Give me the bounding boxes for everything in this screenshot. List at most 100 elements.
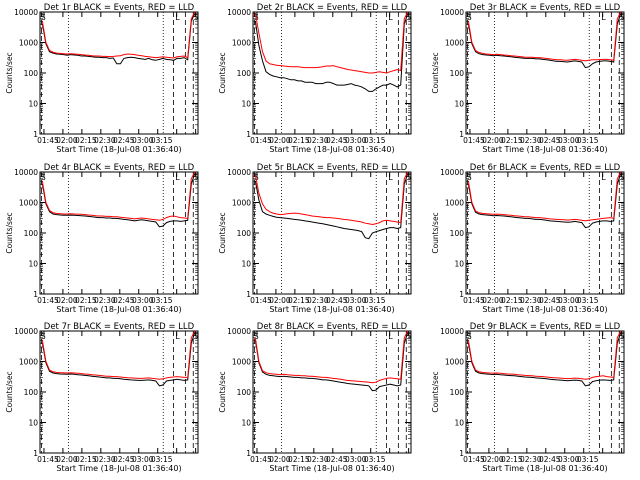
plot-frame <box>465 11 625 135</box>
x-tick-label: 03:15 <box>364 455 386 464</box>
y-tick-label: 10000 <box>440 327 464 336</box>
panel-title: Det 4r BLACK = Events, RED = LLD <box>44 163 195 173</box>
panel-8: Det 8r BLACK = Events, RED = LLD 1 10 100 10… <box>218 322 412 473</box>
y-tick-label: 1 <box>246 130 251 139</box>
series-events <box>254 13 409 92</box>
x-tick-label: 03:00 <box>558 296 580 305</box>
series-events <box>41 173 196 228</box>
y-tick-label: 100 <box>24 229 39 238</box>
marker-S: S <box>619 13 624 22</box>
x-tick-label: 03:15 <box>364 296 386 305</box>
y-axis-label: Counts/sec <box>5 212 14 253</box>
marker-L: L <box>388 13 393 22</box>
x-tick-label: 02:30 <box>520 296 542 305</box>
x-tick-label: 03:15 <box>151 136 173 145</box>
marker-L: L <box>601 173 606 182</box>
x-tick-label: 01:45 <box>463 296 485 305</box>
panel-title: Det 3r BLACK = Events, RED = LLD <box>470 3 621 13</box>
y-tick-label: 10 <box>28 419 38 428</box>
y-tick-label: 10000 <box>227 8 251 17</box>
marker-S-left: S <box>254 332 259 341</box>
x-tick-label: 03:00 <box>558 136 580 145</box>
y-tick-label: 1 <box>459 290 464 299</box>
x-tick-label: 02:15 <box>288 455 310 464</box>
y-axis-label: Counts/sec <box>5 371 14 412</box>
x-tick-label: 02:30 <box>307 136 329 145</box>
plot-frame <box>465 330 625 454</box>
series-events <box>254 332 409 392</box>
x-tick-label: 02:45 <box>539 136 561 145</box>
y-tick-label: 10 <box>28 260 38 269</box>
y-tick-label: 10 <box>241 419 251 428</box>
marker-S: S <box>193 173 198 182</box>
marker-S-left: S <box>41 173 46 182</box>
x-tick-label: 03:00 <box>345 455 367 464</box>
panel-title: Det 5r BLACK = Events, RED = LLD <box>257 163 408 173</box>
y-tick-label: 10000 <box>14 8 38 17</box>
series-lld <box>467 171 622 222</box>
y-tick-label: 10 <box>241 260 251 269</box>
x-tick-label: 02:00 <box>269 296 291 305</box>
marker-L: L <box>388 173 393 182</box>
x-tick-label: 02:15 <box>501 136 523 145</box>
y-tick-label: 1 <box>33 130 38 139</box>
x-tick-label: 01:45 <box>37 296 59 305</box>
marker-S-left: S <box>467 173 472 182</box>
x-tick-label: 01:45 <box>463 455 485 464</box>
x-tick-label: 03:15 <box>577 296 599 305</box>
plot-frame <box>39 171 199 295</box>
y-tick-label: 10000 <box>440 8 464 17</box>
y-tick-label: 1000 <box>19 199 38 208</box>
x-tick-label: 03:15 <box>364 136 386 145</box>
marker-S-left: S <box>467 13 472 22</box>
marker-S: S <box>406 332 411 341</box>
y-tick-label: 10 <box>454 419 464 428</box>
x-tick-label: 02:15 <box>75 136 97 145</box>
x-tick-label: 02:45 <box>326 296 348 305</box>
x-axis-label: Start Time (18-Jul-08 01:36:40) <box>269 305 394 314</box>
x-tick-label: 02:45 <box>539 296 561 305</box>
y-tick-label: 100 <box>237 388 252 397</box>
y-tick-label: 1 <box>459 130 464 139</box>
x-tick-label: 01:45 <box>463 136 485 145</box>
x-axis-label: Start Time (18-Jul-08 01:36:40) <box>482 145 607 154</box>
y-tick-label: 100 <box>450 69 465 78</box>
x-tick-label: 02:30 <box>94 136 116 145</box>
x-tick-label: 03:00 <box>345 296 367 305</box>
x-tick-label: 03:00 <box>132 136 154 145</box>
series-events <box>41 332 196 387</box>
x-tick-label: 02:45 <box>113 296 135 305</box>
x-tick-label: 02:45 <box>113 136 135 145</box>
y-tick-label: 1 <box>459 449 464 458</box>
x-tick-label: 02:00 <box>56 136 78 145</box>
series-lld <box>467 330 622 380</box>
panel-title: Det 8r BLACK = Events, RED = LLD <box>257 322 408 332</box>
x-tick-label: 02:30 <box>520 136 542 145</box>
x-tick-label: 03:00 <box>132 296 154 305</box>
x-tick-label: 02:00 <box>482 296 504 305</box>
y-axis-label: Counts/sec <box>431 52 440 93</box>
y-tick-label: 10000 <box>227 327 251 336</box>
y-tick-label: 10000 <box>440 168 464 177</box>
y-axis-label: Counts/sec <box>431 371 440 412</box>
x-tick-label: 02:30 <box>94 296 116 305</box>
series-lld <box>254 11 409 74</box>
x-axis-label: Start Time (18-Jul-08 01:36:40) <box>56 305 181 314</box>
x-tick-label: 02:15 <box>75 455 97 464</box>
panel-3: Det 3r BLACK = Events, RED = LLD 1 10 100 10… <box>431 3 625 154</box>
x-axis-label: Start Time (18-Jul-08 01:36:40) <box>56 464 181 473</box>
y-tick-label: 10000 <box>227 168 251 177</box>
y-tick-label: 10 <box>28 100 38 109</box>
x-tick-label: 02:00 <box>482 455 504 464</box>
series-events <box>41 13 196 65</box>
x-tick-label: 02:30 <box>94 455 116 464</box>
x-axis-label: Start Time (18-Jul-08 01:36:40) <box>269 145 394 154</box>
x-tick-label: 03:15 <box>151 455 173 464</box>
panel-6: Det 6r BLACK = Events, RED = LLD 1 10 100 10… <box>431 163 625 314</box>
marker-L: L <box>388 332 393 341</box>
plot-frame <box>39 330 199 454</box>
marker-S: S <box>193 13 198 22</box>
series-lld <box>254 171 409 226</box>
x-axis-label: Start Time (18-Jul-08 01:36:40) <box>482 464 607 473</box>
x-tick-label: 02:15 <box>288 136 310 145</box>
